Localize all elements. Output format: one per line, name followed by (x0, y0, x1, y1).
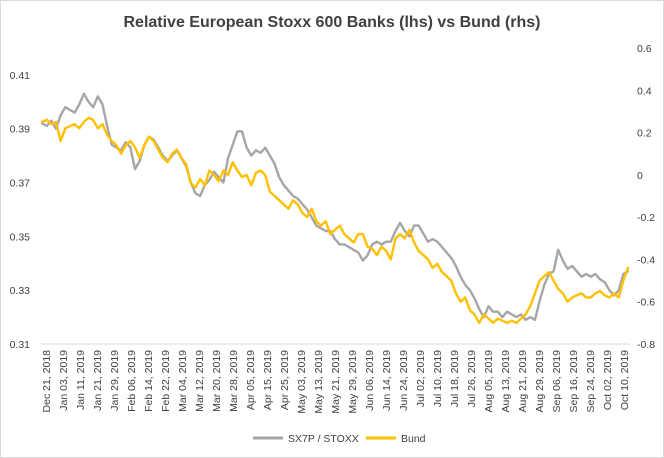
right-tick-label: 0.2 (637, 128, 652, 140)
x-tick-label: Dec 21, 2018 (41, 350, 53, 413)
x-tick-label: Mar 28, 2019 (228, 350, 240, 412)
x-tick-label: Feb 22, 2019 (160, 350, 172, 412)
x-tick-label: Apr 05, 2019 (245, 350, 257, 410)
legend-label-bund: Bund (401, 433, 426, 445)
left-axis-ticks: 0.31 0.33 0.35 0.37 0.39 0.41 (10, 70, 31, 351)
x-tick-label: Oct 02, 2019 (602, 350, 614, 410)
x-tick-label: Sep 06, 2019 (551, 350, 563, 413)
x-tick-label: Jul 10, 2019 (432, 350, 444, 407)
x-tick-label: Aug 13, 2019 (500, 350, 512, 413)
x-tick-label: May 29, 2019 (347, 350, 359, 414)
right-tick-label: 0 (637, 170, 643, 182)
right-tick-label: -0.8 (637, 339, 655, 351)
x-tick-label: Jan 03, 2019 (58, 350, 70, 411)
left-tick-label: 0.33 (10, 285, 31, 297)
x-tick-label: Jan 21, 2019 (92, 350, 104, 411)
x-tick-label: May 13, 2019 (313, 350, 325, 414)
right-axis-ticks: -0.8 -0.6 -0.4 -0.2 0 0.2 0.4 0.6 (637, 43, 655, 351)
x-tick-label: May 21, 2019 (330, 350, 342, 414)
x-tick-label: Jul 26, 2019 (466, 350, 478, 407)
x-tick-label: Jun 24, 2019 (398, 350, 410, 411)
right-tick-label: 0.4 (637, 85, 652, 97)
x-tick-label: Apr 15, 2019 (262, 350, 274, 410)
x-tick-label: Jan 11, 2019 (75, 350, 87, 410)
x-tick-label: Mar 20, 2019 (211, 350, 223, 412)
x-tick-label: Jul 18, 2019 (449, 350, 461, 407)
right-tick-label: -0.4 (637, 254, 655, 266)
x-tick-label: Mar 04, 2019 (177, 350, 189, 412)
series-line-sx7p (40, 92, 630, 321)
x-tick-label: Jul 02, 2019 (415, 350, 427, 407)
left-tick-label: 0.41 (10, 70, 31, 82)
right-tick-label: -0.2 (637, 212, 655, 224)
x-tick-label: Sep 16, 2019 (568, 350, 580, 413)
x-tick-label: May 03, 2019 (296, 350, 308, 414)
x-tick-label: Aug 05, 2019 (483, 350, 495, 413)
legend: SX7P / STOXX Bund (253, 433, 426, 445)
x-tick-label: Aug 21, 2019 (517, 350, 529, 413)
right-tick-label: 0.6 (637, 43, 652, 55)
right-tick-label: -0.6 (637, 297, 655, 309)
x-tick-label: Feb 06, 2019 (126, 350, 138, 412)
x-tick-label: Mar 12, 2019 (194, 350, 206, 412)
series-lines (40, 92, 630, 325)
x-axis-ticks: Dec 21, 2018 Jan 03, 2019 Jan 11, 2019 Jan … (41, 350, 631, 414)
x-tick-label: Feb 14, 2019 (143, 350, 155, 412)
x-tick-label: Jun 14, 2019 (381, 350, 393, 411)
legend-label-sx7p: SX7P / STOXX (288, 433, 359, 445)
left-tick-label: 0.39 (10, 124, 31, 136)
x-tick-label: Aug 29, 2019 (534, 350, 546, 413)
left-tick-label: 0.31 (10, 339, 31, 351)
series-line-bund (40, 116, 630, 325)
x-tick-label: Jan 29, 2019 (109, 350, 121, 411)
x-tick-label: Sep 24, 2019 (585, 350, 597, 413)
x-tick-label: Apr 25, 2019 (279, 350, 291, 410)
x-tick-label: Oct 10, 2019 (619, 350, 631, 410)
left-tick-label: 0.35 (10, 231, 31, 243)
left-tick-label: 0.37 (10, 178, 31, 190)
x-tick-label: Jun 06, 2019 (364, 350, 376, 411)
chart-title: Relative European Stoxx 600 Banks (lhs) … (123, 14, 540, 31)
